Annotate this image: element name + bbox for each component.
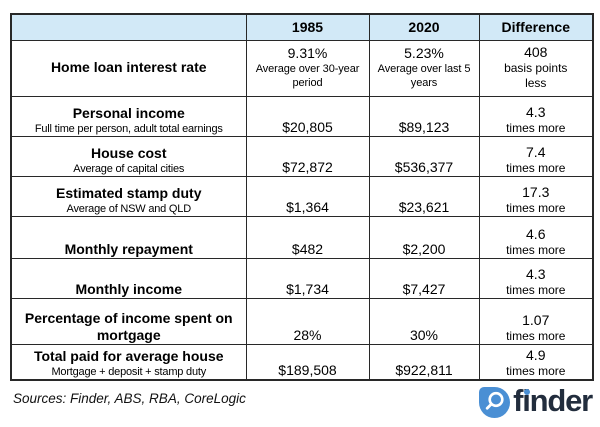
difference-note: times more — [506, 242, 566, 257]
sources-note: Sources: Finder, ABS, RBA, CoreLogic — [13, 391, 246, 406]
value-2020-note: Average over last 5 years — [377, 62, 471, 89]
value-1985: $1,734 — [286, 280, 329, 297]
difference-value: 7.4 — [526, 143, 546, 160]
row-label: Home loan interest rate — [50, 58, 207, 75]
row-label: Personal income — [72, 104, 185, 121]
difference-note: times more — [506, 200, 566, 215]
header-difference: Difference — [478, 13, 594, 41]
row-label: Total paid for average house — [33, 348, 224, 364]
table-row-personal-income: Personal income Full time per person, ad… — [10, 95, 594, 137]
table-row-interest-rate: Home loan interest rate 9.31% Average ov… — [10, 39, 594, 97]
value-2020: $7,427 — [402, 280, 446, 297]
value-2020: 5.23% — [404, 44, 444, 61]
value-2020: $922,811 — [395, 362, 453, 378]
header-row: 1985 2020 Difference — [10, 13, 594, 41]
row-sublabel: Mortgage + deposit + stamp duty — [51, 366, 207, 378]
difference-value: 408 — [524, 43, 548, 60]
value-1985: $482 — [291, 240, 324, 257]
difference-note: times more — [506, 282, 566, 297]
row-sublabel: Full time per person, adult total earnin… — [34, 122, 223, 135]
difference-value: 4.6 — [526, 225, 546, 242]
value-2020: $23,621 — [398, 198, 450, 215]
row-sublabel: Average of capital cities — [73, 162, 185, 175]
row-label: Estimated stamp duty — [56, 184, 202, 201]
finder-logo-text: finder — [513, 385, 593, 416]
difference-note: basis points less — [504, 60, 568, 90]
value-2020: $2,200 — [402, 240, 446, 257]
value-1985: $1,364 — [286, 198, 329, 215]
table-row-stamp-duty: Estimated stamp duty Average of NSW and … — [10, 175, 594, 217]
value-2020: $536,377 — [394, 158, 454, 175]
value-2020: 30% — [409, 326, 439, 343]
row-label: House cost — [91, 144, 167, 161]
magnifier-icon — [479, 387, 511, 418]
row-label: Monthly income — [75, 280, 183, 297]
value-1985: $72,872 — [282, 158, 333, 175]
value-1985: 9.31% — [287, 44, 328, 61]
value-1985: $20,805 — [282, 118, 333, 135]
difference-value: 4.9 — [526, 347, 546, 363]
difference-note: times more — [506, 364, 566, 378]
value-1985-note: Average over 30-year period — [255, 62, 360, 89]
finder-logo: finder — [479, 385, 593, 418]
comparison-table: 1985 2020 Difference Home loan interest … — [10, 13, 594, 381]
header-2020: 2020 — [368, 13, 480, 41]
logo-i-dot — [523, 388, 531, 395]
table-row-total-paid: Total paid for average house Mortgage + … — [10, 343, 594, 381]
value-1985: $189,508 — [278, 362, 337, 378]
difference-value: 4.3 — [526, 265, 546, 282]
table-row-percent-income-mortgage: Percentage of income spent on mortgage 2… — [10, 297, 594, 345]
table-row-monthly-repayment: Monthly repayment $482 $2,200 4.6 times … — [10, 215, 594, 259]
table-row-monthly-income: Monthly income $1,734 $7,427 4.3 times m… — [10, 257, 594, 299]
table-row-house-cost: House cost Average of capital cities $72… — [10, 135, 594, 177]
difference-value: 17.3 — [522, 183, 550, 200]
header-1985: 1985 — [245, 13, 370, 41]
difference-value: 4.3 — [526, 103, 546, 120]
row-label: Percentage of income spent on mortgage — [24, 309, 233, 343]
difference-note: times more — [506, 328, 566, 343]
row-sublabel: Average of NSW and QLD — [66, 202, 192, 215]
value-2020: $89,123 — [398, 118, 450, 135]
difference-value: 1.07 — [522, 311, 550, 328]
value-1985: 28% — [293, 326, 322, 343]
header-blank — [10, 13, 247, 41]
difference-note: times more — [506, 120, 566, 135]
difference-note: times more — [506, 160, 566, 175]
row-label: Monthly repayment — [64, 240, 193, 257]
